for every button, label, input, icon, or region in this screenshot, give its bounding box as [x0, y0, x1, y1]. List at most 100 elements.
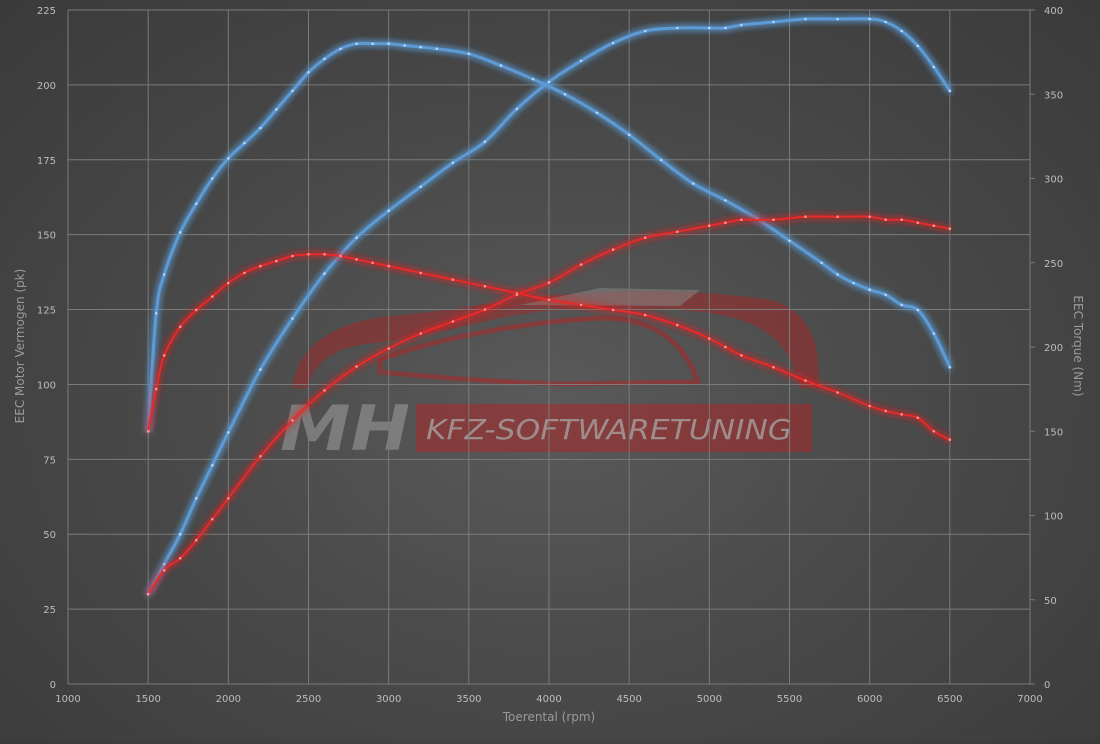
watermark-logo: MH KFZ-SOFTWARETUNING [280, 288, 819, 465]
data-point [355, 42, 358, 45]
data-point [355, 365, 358, 368]
data-point [643, 236, 647, 239]
data-point [211, 177, 214, 180]
data-point [900, 413, 903, 416]
data-point [162, 562, 166, 566]
data-point [419, 45, 423, 49]
data-point [307, 253, 310, 256]
data-point [339, 47, 342, 51]
data-point [178, 532, 182, 536]
y-right-tick-label: 100 [1044, 512, 1063, 523]
data-point [948, 89, 952, 93]
x-tick-label: 1000 [55, 694, 80, 705]
data-point [676, 230, 679, 233]
data-point [948, 227, 952, 230]
data-point [275, 108, 278, 111]
data-point [275, 259, 278, 263]
data-point [932, 224, 936, 227]
data-point [916, 221, 920, 224]
data-point [467, 52, 471, 56]
data-point [162, 354, 166, 357]
axes: 1000 1500 2000 2500 3000 3500 4000 4500 5000 5500… [37, 6, 1063, 705]
data-point [291, 254, 294, 258]
series-layer [146, 17, 952, 596]
data-point [884, 218, 887, 221]
x-tick-label: 7000 [1017, 694, 1042, 705]
y-right-tick-label: 200 [1044, 343, 1063, 354]
data-point [932, 430, 936, 433]
data-point [146, 592, 150, 596]
data-point [259, 368, 262, 371]
x-tick-label: 3500 [456, 694, 481, 705]
data-point [948, 365, 952, 369]
data-point [676, 26, 679, 30]
data-point [178, 231, 182, 234]
data-point [772, 20, 775, 24]
data-point [371, 261, 374, 265]
x-tick-label: 4500 [616, 694, 641, 705]
data-point [788, 239, 791, 243]
y-left-tick-label: 50 [43, 530, 56, 541]
x-tick-label: 5000 [697, 694, 722, 705]
data-point [836, 17, 839, 21]
data-point [579, 263, 583, 266]
data-point [451, 161, 455, 165]
data-point [154, 387, 158, 391]
data-point [884, 293, 887, 297]
data-point [643, 29, 647, 33]
data-point [868, 17, 871, 21]
data-point [178, 556, 182, 560]
car-silhouette [292, 291, 819, 388]
y-left-tick-label: 25 [43, 605, 56, 616]
data-point [547, 80, 551, 84]
data-point [387, 347, 391, 350]
data-point [211, 464, 214, 467]
data-point [724, 199, 727, 202]
x-tick-label: 3000 [376, 694, 401, 705]
data-point [419, 271, 423, 275]
data-point [227, 431, 230, 434]
x-tick-label: 6500 [937, 694, 962, 705]
data-point [339, 254, 342, 258]
data-point [227, 497, 230, 500]
x-tick-label: 2000 [216, 694, 241, 705]
data-point [371, 42, 374, 45]
y-axis-right-title: EEC Torque (Nm) [1071, 295, 1085, 396]
data-point [531, 77, 535, 81]
y-right-tick-label: 300 [1044, 175, 1063, 186]
data-point [900, 218, 903, 221]
data-point [611, 41, 615, 45]
data-point [772, 218, 775, 221]
data-point [259, 126, 262, 130]
data-point [195, 202, 198, 206]
data-point [291, 317, 294, 320]
x-tick-label: 6000 [857, 694, 882, 705]
data-point [483, 308, 487, 311]
data-point [900, 29, 903, 33]
data-point [868, 215, 871, 218]
logo-initials: MH [280, 392, 410, 465]
data-point [836, 391, 839, 394]
data-point [547, 281, 551, 284]
data-point [547, 298, 551, 302]
data-point [740, 354, 743, 357]
data-point [740, 218, 743, 221]
data-point [307, 71, 310, 74]
data-point [154, 312, 158, 315]
data-point [868, 404, 871, 408]
data-point [676, 323, 679, 327]
data-point [195, 497, 198, 500]
y-axis-left-title: EEC Motor Vermogen (pk) [13, 269, 27, 424]
tuned-torque-line [147, 253, 951, 441]
data-point [515, 107, 519, 111]
y-right-tick-label: 250 [1044, 259, 1063, 270]
data-point [948, 438, 952, 442]
y-left-tick-label: 175 [37, 156, 56, 167]
data-point [291, 419, 294, 422]
data-point [178, 325, 182, 329]
data-point [243, 141, 246, 145]
x-axis-title: Toerental (rpm) [502, 710, 595, 724]
data-point [611, 248, 615, 251]
